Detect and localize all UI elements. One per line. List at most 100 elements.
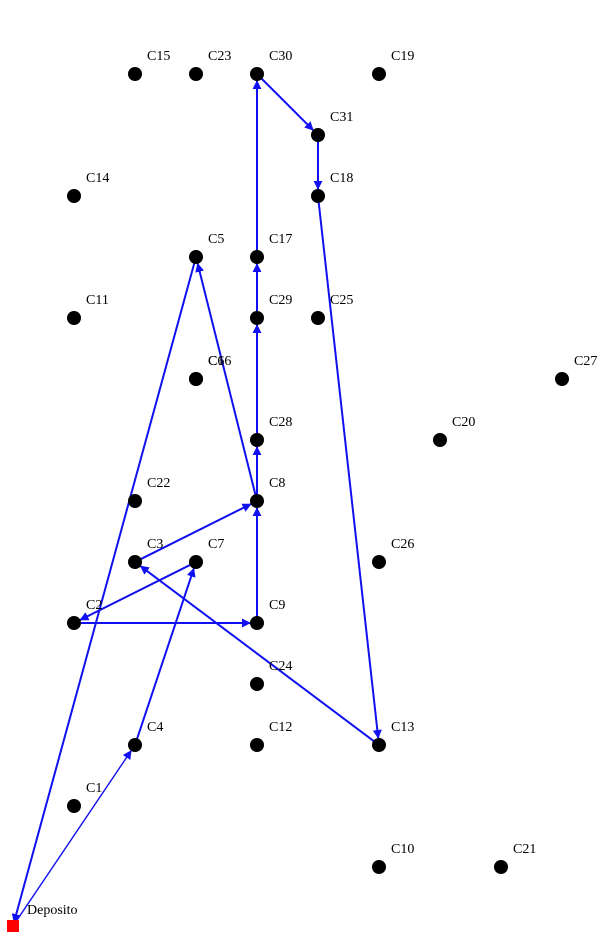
node-label-c26: C26 — [391, 537, 414, 552]
node-c17: C17 — [250, 232, 292, 264]
node-label-c14: C14 — [86, 171, 109, 186]
node-dot-c20 — [433, 433, 447, 447]
node-label-c29: C29 — [269, 293, 292, 308]
route-edge-deposito-to-c4 — [14, 750, 132, 924]
node-label-c31: C31 — [330, 110, 353, 125]
node-dot-c31 — [311, 128, 325, 142]
node-c24: C24 — [250, 659, 292, 691]
route-edge-c18-to-c13 — [317, 201, 382, 739]
node-label-c25: C25 — [330, 293, 353, 308]
node-label-c17: C17 — [269, 232, 292, 247]
node-label-c30: C30 — [269, 49, 292, 64]
node-dot-c29 — [250, 311, 264, 325]
node-c16: C16 — [189, 354, 231, 386]
node-dot-c8 — [250, 494, 264, 508]
route-edge-c4-to-c7 — [135, 567, 196, 740]
node-dot-c9 — [250, 616, 264, 630]
node-c10: C10 — [372, 842, 414, 874]
node-c3: C3 — [128, 537, 163, 569]
node-dot-c23 — [189, 67, 203, 81]
node-label-c7: C7 — [208, 537, 224, 552]
node-dot-c18 — [311, 189, 325, 203]
node-c21: C21 — [494, 842, 536, 874]
node-label-c22: C22 — [147, 476, 170, 491]
node-c12: C12 — [250, 720, 292, 752]
node-c20: C20 — [433, 415, 475, 447]
node-dot-c16 — [189, 372, 203, 386]
node-dot-c7 — [189, 555, 203, 569]
node-dot-c26 — [372, 555, 386, 569]
node-c13: C13 — [372, 720, 414, 752]
node-label-c10: C10 — [391, 842, 414, 857]
node-c27: C27 — [555, 354, 597, 386]
customer-nodes: C1 C2 C3 C4 C5 C6 C7 C8 C9 C10 C11 C12 C13 C14 C15 C16 C… — [67, 49, 597, 874]
node-label-c28: C28 — [269, 415, 292, 430]
node-label-c13: C13 — [391, 720, 414, 735]
node-c22: C22 — [128, 476, 170, 508]
depot-marker — [7, 920, 19, 932]
node-dot-c5 — [189, 250, 203, 264]
node-c23: C23 — [189, 49, 231, 81]
node-dot-c22 — [128, 494, 142, 508]
node-c25: C25 — [311, 293, 353, 325]
node-dot-c21 — [494, 860, 508, 874]
node-c30: C30 — [250, 49, 292, 81]
node-c15: C15 — [128, 49, 170, 81]
node-dot-c12 — [250, 738, 264, 752]
node-c1: C1 — [67, 781, 102, 813]
node-label-c2: C2 — [86, 598, 102, 613]
node-label-c27: C27 — [574, 354, 597, 369]
route-edge-c8-to-c5 — [195, 262, 257, 496]
route-edge-c3-to-c8 — [139, 503, 252, 561]
node-dot-c14 — [67, 189, 81, 203]
node-c18: C18 — [311, 171, 353, 203]
node-label-c21: C21 — [513, 842, 536, 857]
node-dot-c17 — [250, 250, 264, 264]
node-label-c23: C23 — [208, 49, 231, 64]
route-edges — [11, 77, 382, 924]
node-c4: C4 — [128, 720, 163, 752]
node-c26: C26 — [372, 537, 414, 569]
node-dot-c19 — [372, 67, 386, 81]
depot-node: Deposito — [7, 903, 78, 932]
node-dot-c15 — [128, 67, 142, 81]
node-label-c12: C12 — [269, 720, 292, 735]
node-c31: C31 — [311, 110, 353, 142]
node-label-c5: C5 — [208, 232, 224, 247]
node-dot-c10 — [372, 860, 386, 874]
node-c14: C14 — [67, 171, 109, 203]
node-label-c1: C1 — [86, 781, 102, 796]
depot-label: Deposito — [27, 903, 78, 918]
node-c11: C11 — [67, 293, 109, 325]
node-c5: C5 — [189, 232, 224, 264]
node-dot-c4 — [128, 738, 142, 752]
node-label-c11: C11 — [86, 293, 109, 308]
node-dot-c11 — [67, 311, 81, 325]
node-dot-c25 — [311, 311, 325, 325]
node-label-c3: C3 — [147, 537, 163, 552]
node-dot-c30 — [250, 67, 264, 81]
node-label-c8: C8 — [269, 476, 285, 491]
route-edge-c5-to-deposito — [11, 262, 196, 924]
route-edge-c30-to-c31 — [260, 77, 314, 131]
node-dot-c24 — [250, 677, 264, 691]
node-label-c4: C4 — [147, 720, 163, 735]
node-label-c16: C16 — [208, 354, 231, 369]
node-label-c19: C19 — [391, 49, 414, 64]
node-c8: C8 — [250, 476, 285, 508]
node-dot-c13 — [372, 738, 386, 752]
node-c9: C9 — [250, 598, 285, 630]
node-label-c6: C6 — [208, 354, 224, 369]
node-label-c15: C15 — [147, 49, 170, 64]
node-label-c24: C24 — [269, 659, 292, 674]
node-label-c20: C20 — [452, 415, 475, 430]
route-edge-c13-to-c3 — [139, 565, 375, 743]
node-c7: C7 — [189, 537, 224, 569]
node-c19: C19 — [372, 49, 414, 81]
node-label-c18: C18 — [330, 171, 353, 186]
node-c29: C29 — [250, 293, 292, 325]
node-dot-c2 — [67, 616, 81, 630]
node-label-c9: C9 — [269, 598, 285, 613]
node-dot-c27 — [555, 372, 569, 386]
node-dot-c3 — [128, 555, 142, 569]
